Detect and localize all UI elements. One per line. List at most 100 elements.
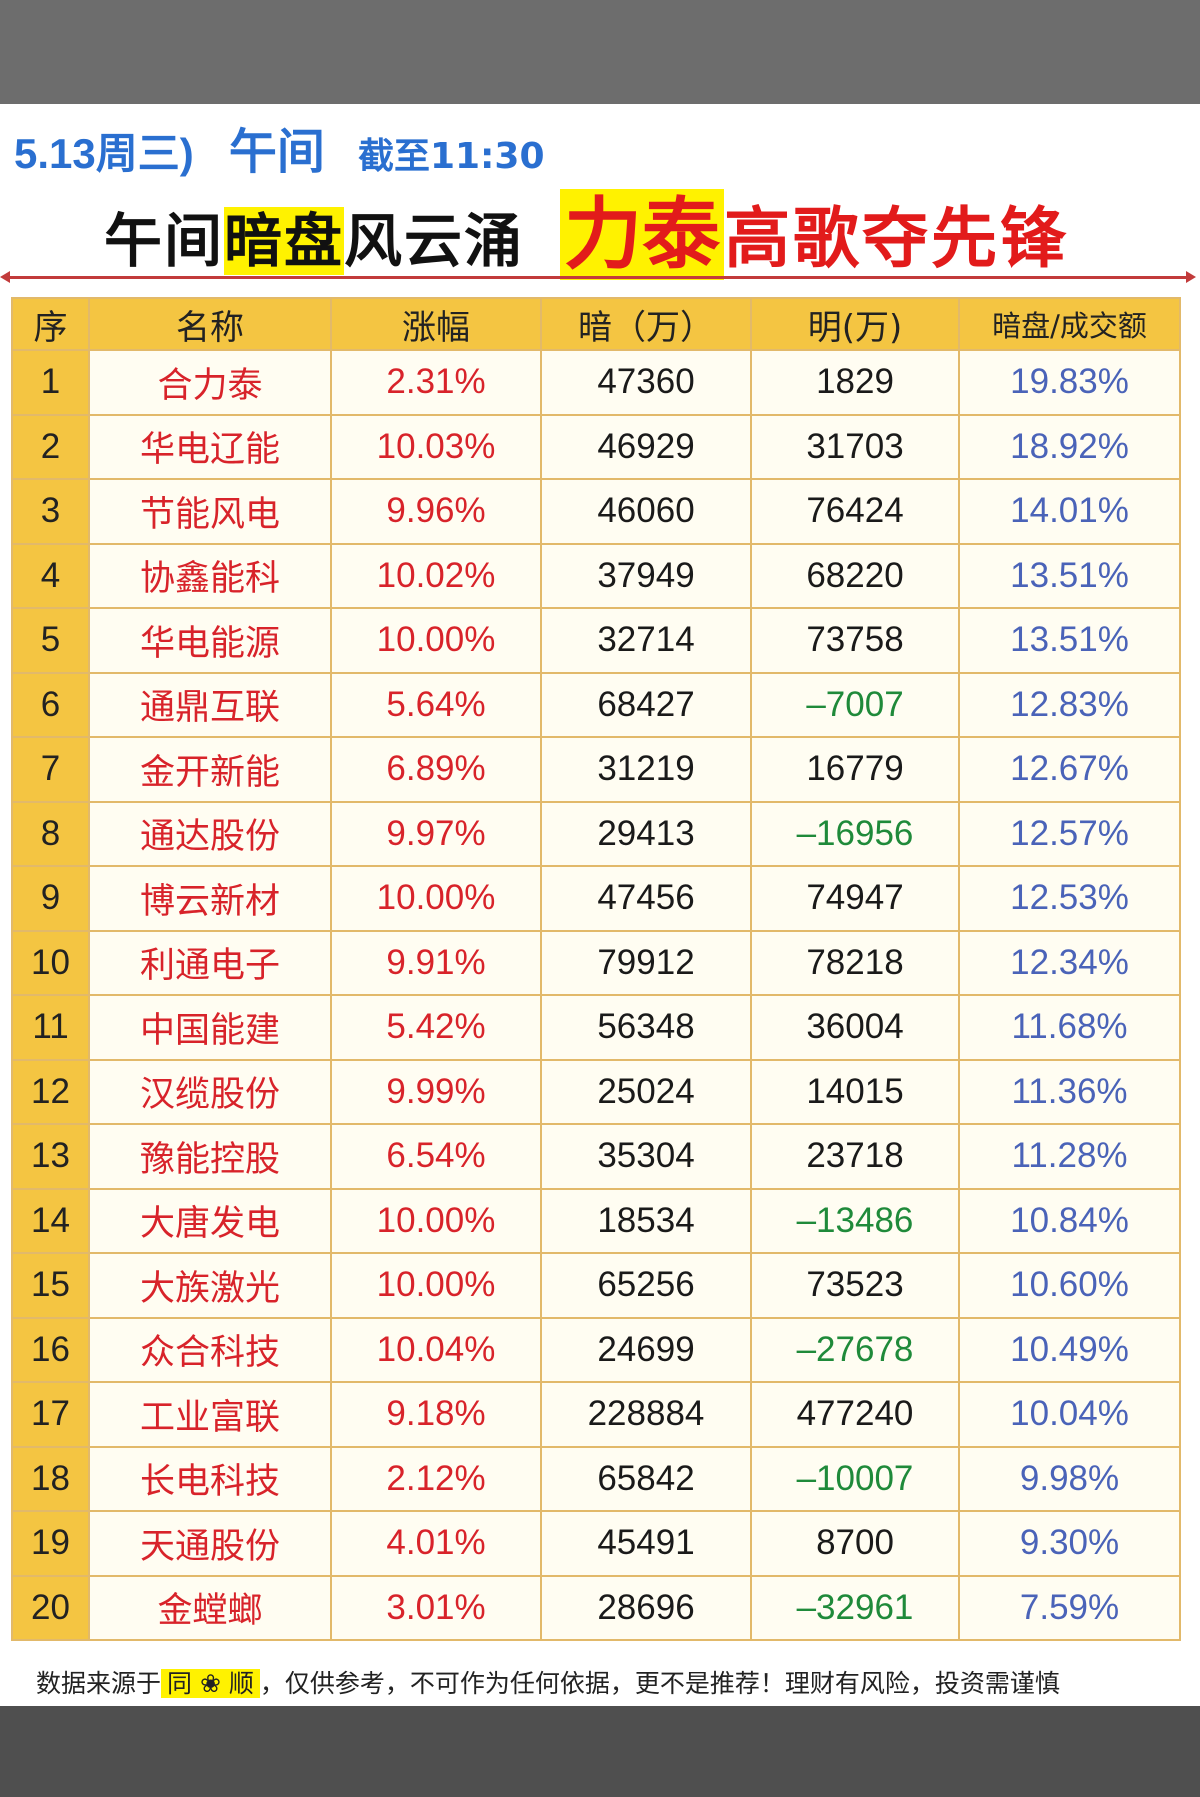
- headline-rest: 高歌夺先锋: [724, 199, 1070, 277]
- lit-amount: 78218: [750, 929, 960, 996]
- dark-pool-ratio: 13.51%: [958, 607, 1181, 674]
- dark-pool-ratio: 12.34%: [958, 929, 1181, 996]
- stock-name: 利通电子: [88, 929, 332, 996]
- dark-pool-table: 序 名称 涨幅 暗（万） 明(万) 暗盘/成交额 1 合力泰 2.31% 47360 1…: [11, 297, 1181, 1641]
- dark-pool-ratio: 14.01%: [958, 478, 1181, 545]
- disclaimer-text: ，仅供参考，不可作为任何依据，更不是推荐！理财有风险，投资需谨慎: [259, 1669, 1060, 1698]
- stock-name: 中国能建: [88, 994, 332, 1061]
- price-change: 4.01%: [330, 1510, 542, 1577]
- lit-amount: 477240: [750, 1381, 960, 1448]
- stock-name: 通鼎互联: [88, 671, 332, 738]
- dark-pool-amount: 68427: [540, 671, 752, 738]
- table-row: 5 华电能源 10.00% 32714 73758 13.51%: [11, 607, 1181, 674]
- lit-amount: 74947: [750, 865, 960, 932]
- dark-pool-ratio: 11.28%: [958, 1123, 1181, 1190]
- table-row: 6 通鼎互联 5.64% 68427 –7007 12.83%: [11, 671, 1181, 738]
- price-change: 10.00%: [330, 607, 542, 674]
- table-row: 13 豫能控股 6.54% 35304 23718 11.28%: [11, 1123, 1181, 1190]
- price-change: 9.91%: [330, 929, 542, 996]
- dark-pool-ratio: 7.59%: [958, 1574, 1181, 1641]
- lit-amount: –13486: [750, 1187, 960, 1254]
- title-highlight: 暗盘: [224, 207, 345, 275]
- price-change: 10.04%: [330, 1316, 542, 1383]
- stock-name: 协鑫能科: [88, 542, 332, 609]
- headline-highlight: 力泰: [560, 189, 725, 280]
- row-index: 14: [11, 1187, 90, 1254]
- table-row: 17 工业富联 9.18% 228884 477240 10.04%: [11, 1381, 1181, 1448]
- row-index: 1: [11, 349, 90, 416]
- stock-name: 大族激光: [88, 1252, 332, 1319]
- dark-pool-amount: 65256: [540, 1252, 752, 1319]
- stock-name: 众合科技: [88, 1316, 332, 1383]
- price-change: 10.00%: [330, 865, 542, 932]
- dark-pool-ratio: 9.98%: [958, 1445, 1181, 1512]
- table-row: 16 众合科技 10.04% 24699 –27678 10.49%: [11, 1316, 1181, 1383]
- table-header-row: 序 名称 涨幅 暗（万） 明(万) 暗盘/成交额: [11, 297, 1181, 351]
- header-cutoff-time: 截至11:30: [357, 136, 545, 177]
- price-change: 9.96%: [330, 478, 542, 545]
- table-row: 19 天通股份 4.01% 45491 8700 9.30%: [11, 1510, 1181, 1577]
- price-change: 9.18%: [330, 1381, 542, 1448]
- lit-amount: 1829: [750, 349, 960, 416]
- dark-pool-ratio: 19.83%: [958, 349, 1181, 416]
- table-row: 10 利通电子 9.91% 79912 78218 12.34%: [11, 929, 1181, 996]
- dark-pool-ratio: 11.68%: [958, 994, 1181, 1061]
- lit-amount: 76424: [750, 478, 960, 545]
- dark-pool-amount: 47456: [540, 865, 752, 932]
- row-index: 4: [11, 542, 90, 609]
- price-change: 5.64%: [330, 671, 542, 738]
- dark-pool-ratio: 10.60%: [958, 1252, 1181, 1319]
- lit-amount: 14015: [750, 1058, 960, 1125]
- dark-pool-amount: 32714: [540, 607, 752, 674]
- table-row: 20 金螳螂 3.01% 28696 –32961 7.59%: [11, 1574, 1181, 1641]
- price-change: 6.54%: [330, 1123, 542, 1190]
- table-row: 12 汉缆股份 9.99% 25024 14015 11.36%: [11, 1058, 1181, 1125]
- dark-pool-amount: 24699: [540, 1316, 752, 1383]
- page-title: 午间暗盘风云涌 力泰高歌夺先锋: [104, 172, 1069, 280]
- dark-pool-ratio: 10.49%: [958, 1316, 1181, 1383]
- dark-pool-ratio: 10.84%: [958, 1187, 1181, 1254]
- table-row: 4 协鑫能科 10.02% 37949 68220 13.51%: [11, 542, 1181, 609]
- row-index: 20: [11, 1574, 90, 1641]
- stock-name: 金螳螂: [88, 1574, 332, 1641]
- stock-name: 汉缆股份: [88, 1058, 332, 1125]
- row-index: 19: [11, 1510, 90, 1577]
- dark-pool-ratio: 10.04%: [958, 1381, 1181, 1448]
- lit-amount: 36004: [750, 994, 960, 1061]
- dark-pool-ratio: 11.36%: [958, 1058, 1181, 1125]
- row-index: 12: [11, 1058, 90, 1125]
- dark-pool-ratio: 18.92%: [958, 413, 1181, 480]
- dark-pool-amount: 35304: [540, 1123, 752, 1190]
- lit-amount: –16956: [750, 800, 960, 867]
- price-change: 2.31%: [330, 349, 542, 416]
- stock-name: 豫能控股: [88, 1123, 332, 1190]
- dark-pool-amount: 25024: [540, 1058, 752, 1125]
- column-header-dark: 暗（万）: [540, 297, 752, 351]
- column-header-ratio: 暗盘/成交额: [958, 297, 1181, 351]
- lit-amount: –32961: [750, 1574, 960, 1641]
- row-index: 2: [11, 413, 90, 480]
- price-change: 10.00%: [330, 1252, 542, 1319]
- price-change: 9.97%: [330, 800, 542, 867]
- column-header-change: 涨幅: [330, 297, 542, 351]
- dark-pool-amount: 65842: [540, 1445, 752, 1512]
- stock-name: 大唐发电: [88, 1187, 332, 1254]
- price-change: 5.42%: [330, 994, 542, 1061]
- data-source: 同 ❀ 顺: [161, 1669, 260, 1698]
- row-index: 9: [11, 865, 90, 932]
- dark-pool-amount: 228884: [540, 1381, 752, 1448]
- row-index: 3: [11, 478, 90, 545]
- price-change: 6.89%: [330, 736, 542, 803]
- table-row: 11 中国能建 5.42% 56348 36004 11.68%: [11, 994, 1181, 1061]
- dark-pool-amount: 45491: [540, 1510, 752, 1577]
- header-session: 午间: [228, 124, 325, 180]
- bottom-frame-bar: [0, 1706, 1200, 1797]
- title-part2: 风云涌: [344, 207, 525, 275]
- table-row: 14 大唐发电 10.00% 18534 –13486 10.84%: [11, 1187, 1181, 1254]
- dark-pool-amount: 28696: [540, 1574, 752, 1641]
- row-index: 15: [11, 1252, 90, 1319]
- dark-pool-ratio: 12.83%: [958, 671, 1181, 738]
- dark-pool-amount: 47360: [540, 349, 752, 416]
- stock-name: 工业富联: [88, 1381, 332, 1448]
- stock-name: 天通股份: [88, 1510, 332, 1577]
